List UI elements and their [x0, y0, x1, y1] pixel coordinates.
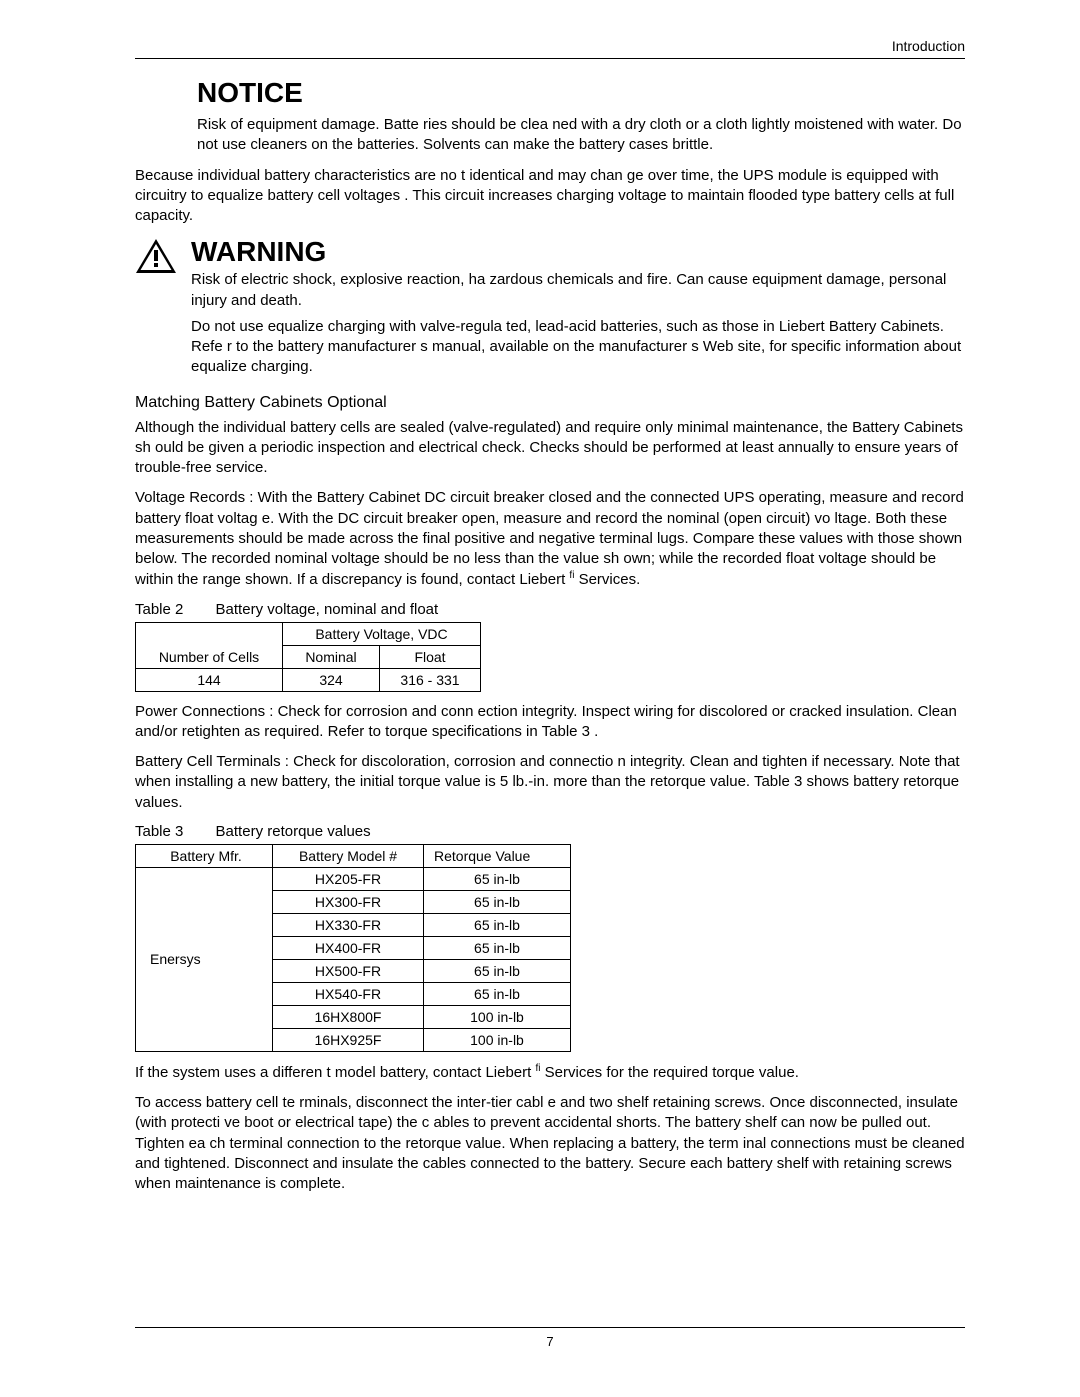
table-row: 144 324 316 - 331	[136, 668, 481, 691]
warning-title: WARNING	[191, 236, 965, 268]
t2-cell: 144	[136, 668, 283, 691]
matching-p2: Voltage Records : With the Battery Cabin…	[135, 488, 965, 590]
post-table-p1: If the system uses a differen t model ba…	[135, 1062, 965, 1083]
t2-header-cells: Number of Cells	[136, 622, 283, 668]
power-connections-tail: .	[590, 723, 598, 740]
t2-header-nominal: Nominal	[283, 645, 380, 668]
t3-cell: 65 in-lb	[424, 936, 571, 959]
t2-header-group: Battery Voltage, VDC	[283, 622, 481, 645]
table2-caption: Table 2 Battery voltage, nominal and flo…	[135, 601, 965, 618]
t3-cell: 65 in-lb	[424, 890, 571, 913]
t3-header: Retorque Value	[424, 844, 571, 867]
page-footer: 7	[135, 1327, 965, 1349]
page-number: 7	[135, 1334, 965, 1349]
table-voltage: Number of Cells Battery Voltage, VDC Nom…	[135, 622, 481, 692]
table-row: Number of Cells Battery Voltage, VDC	[136, 622, 481, 645]
t3-cell: 65 in-lb	[424, 959, 571, 982]
table-retorque: Battery Mfr. Battery Model # Retorque Va…	[135, 844, 571, 1052]
header-rule	[135, 58, 965, 59]
t3-cell: HX205-FR	[273, 867, 424, 890]
warning-p1: Risk of electric shock, explosive reacti…	[191, 270, 965, 311]
t3-cell: HX540-FR	[273, 982, 424, 1005]
t2-cell: 316 - 331	[380, 668, 481, 691]
warning-icon	[135, 238, 177, 279]
t3-cell: HX330-FR	[273, 913, 424, 936]
table-row: Battery Mfr. Battery Model # Retorque Va…	[136, 844, 571, 867]
t3-cell: 16HX925F	[273, 1028, 424, 1051]
t3-cell: HX500-FR	[273, 959, 424, 982]
t3-cell: 100 in-lb	[424, 1028, 571, 1051]
battery-terminals-label: Battery Cell Terminals	[135, 753, 281, 770]
t3-cell: 100 in-lb	[424, 1005, 571, 1028]
t3-cell: HX300-FR	[273, 890, 424, 913]
warning-p2: Do not use equalize charging with valve-…	[191, 317, 965, 378]
post-table-p1b: Services for the required torque value.	[540, 1064, 798, 1081]
t2-cell: 324	[283, 668, 380, 691]
battery-terminals-p: Battery Cell Terminals : Check for disco…	[135, 752, 965, 813]
table3-caption: Table 3 Battery retorque values	[135, 823, 965, 840]
post-table-p2: To access battery cell te rminals, disco…	[135, 1093, 965, 1194]
table2-caption-label: Table 2	[135, 601, 183, 618]
t3-header: Battery Model #	[273, 844, 424, 867]
t3-cell: 65 in-lb	[424, 982, 571, 1005]
t3-cell: 16HX800F	[273, 1005, 424, 1028]
voltage-records-tail: Services.	[574, 571, 640, 588]
voltage-records-text: : With the Battery Cabinet DC circuit br…	[135, 489, 964, 588]
t3-mfr-cell: Enersys	[136, 867, 273, 1051]
matching-p1: Although the individual battery cells ar…	[135, 418, 965, 479]
power-connections-p: Power Connections : Check for corrosion …	[135, 702, 965, 743]
paragraph-equalize: Because individual battery characteristi…	[135, 166, 965, 227]
voltage-records-label: Voltage Records	[135, 489, 245, 506]
notice-body: Risk of equipment damage. Batte ries sho…	[197, 115, 965, 156]
t2-header-float: Float	[380, 645, 481, 668]
table3-caption-label: Table 3	[135, 823, 183, 840]
t3-cell: HX400-FR	[273, 936, 424, 959]
header-section: Introduction	[135, 38, 965, 58]
power-connections-ref: Table 3	[542, 723, 590, 740]
notice-title: NOTICE	[197, 77, 965, 109]
t3-cell: 65 in-lb	[424, 867, 571, 890]
power-connections-label: Power Connections	[135, 703, 265, 720]
subheading-matching: Matching Battery Cabinets Optional	[135, 394, 965, 412]
t3-cell: 65 in-lb	[424, 913, 571, 936]
table-row: Enersys HX205-FR 65 in-lb	[136, 867, 571, 890]
t3-header: Battery Mfr.	[136, 844, 273, 867]
footer-rule	[135, 1327, 965, 1328]
table2-caption-text: Battery voltage, nominal and float	[216, 601, 439, 618]
table3-caption-text: Battery retorque values	[216, 823, 371, 840]
post-table-p1a: If the system uses a differen t model ba…	[135, 1064, 535, 1081]
